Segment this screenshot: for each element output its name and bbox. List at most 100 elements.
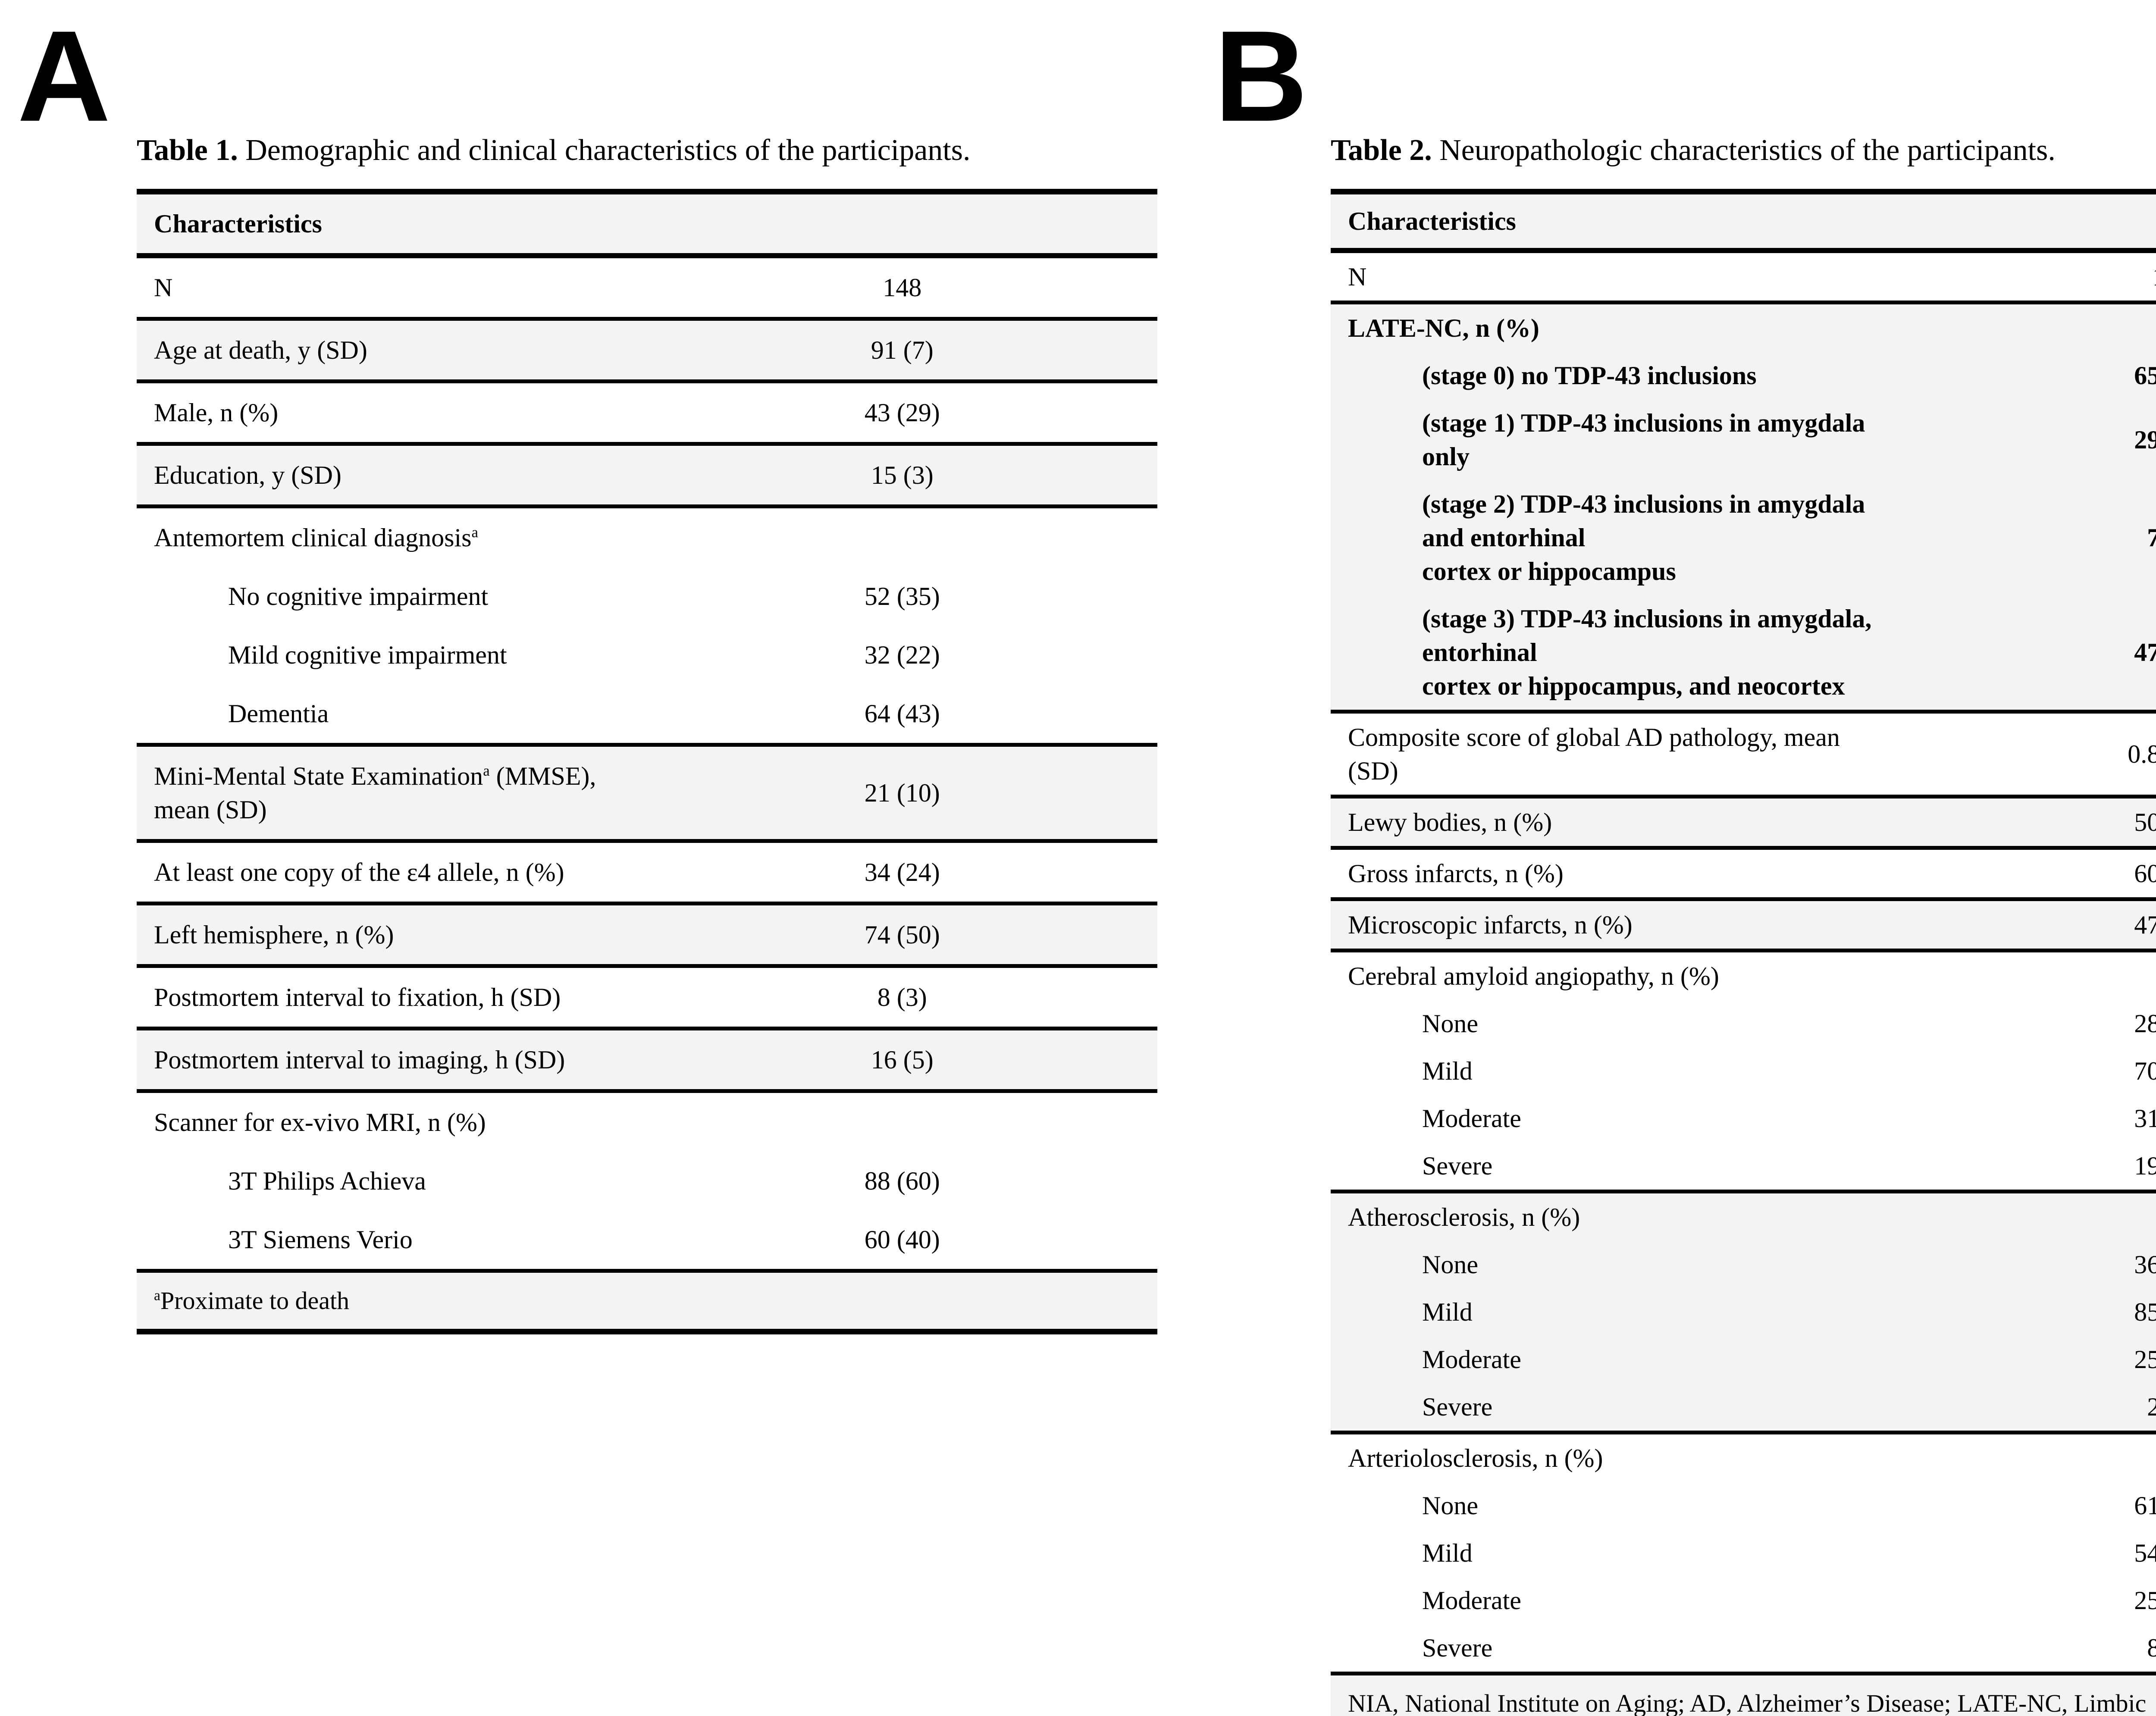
row-value-cell — [1892, 1433, 2156, 1482]
row-value-cell: 88 (60) — [864, 1167, 940, 1196]
row-label-cell: None — [1422, 1250, 1478, 1279]
superscript-marker: a — [483, 762, 490, 780]
table-section: N 148 — [137, 256, 1157, 319]
table-section: Arteriolosclerosis, n (%) None 61 (41) Mild… — [1331, 1432, 2156, 1674]
row-label-cell: Microscopic infarcts, n (%) — [1348, 911, 1633, 939]
table-head: Characteristics — [1331, 191, 2156, 251]
table-row: Antemortem clinical diagnosisa — [137, 507, 1157, 567]
row-label-cell: N — [1348, 263, 1367, 291]
table2-title-text: Neuropathologic characteristics of the p… — [1432, 134, 2056, 167]
table-row: Moderate 25 (17) — [1331, 1336, 2156, 1383]
superscript-marker: a — [154, 1288, 160, 1304]
table-row: None 36 (24) — [1331, 1241, 2156, 1288]
table-row: Cerebral amyloid angiopathy, n (%) — [1331, 951, 2156, 1000]
table-row: Atherosclerosis, n (%) — [1331, 1192, 2156, 1241]
row-value-cell — [647, 1091, 1158, 1152]
table-section: Atherosclerosis, n (%) None 36 (24) Mild 85 … — [1331, 1191, 2156, 1433]
row-value-cell: 16 (5) — [871, 1046, 934, 1074]
table-row: No cognitive impairment 52 (35) — [137, 567, 1157, 626]
table-row: (stage 1) TDP-43 inclusions in amygdala … — [1331, 399, 2156, 480]
row-label-cell: Antemortem clinical diagnosisa — [154, 523, 478, 552]
table2-neuropathologic: Characteristics N 148 LATE-NC, n (%) (stage … — [1331, 189, 2156, 1716]
row-label-cell: LATE-NC, n (%) — [1348, 314, 1539, 343]
row-label-cell: Age at death, y (SD) — [154, 336, 367, 365]
table-head: Characteristics — [137, 191, 1157, 256]
row-value-cell: 74 (50) — [864, 921, 940, 949]
table2-title: Table 2. Neuropathologic characteristics… — [1331, 134, 2156, 167]
table-section: Cerebral amyloid angiopathy, n (%) None 28… — [1331, 950, 2156, 1192]
table-row: 3T Siemens Verio 60 (40) — [137, 1210, 1157, 1271]
row-label-cell: 3T Siemens Verio — [228, 1225, 413, 1254]
table-section: Postmortem interval to imaging, h (SD) 16… — [137, 1028, 1157, 1091]
row-label-cell: At least one copy of the ε4 allele, n (%… — [154, 858, 564, 887]
row-value-cell: 2 (1) — [2147, 1393, 2156, 1422]
table-row: Moderate 25 (17) — [1331, 1577, 2156, 1624]
row-value-cell: 36 (24) — [2134, 1250, 2156, 1279]
table-row: Mini-Mental State Examinationa (MMSE), m… — [137, 745, 1157, 841]
row-value-cell: 25 (17) — [2134, 1586, 2156, 1615]
table-section: Scanner for ex-vivo MRI, n (%) 3T Philips… — [137, 1091, 1157, 1271]
table-row: 3T Philips Achieva 88 (60) — [137, 1152, 1157, 1210]
footnote-text: NIA, National Institute on Aging; AD, Al… — [1348, 1689, 2147, 1716]
row-value-cell: 19 (13) — [2134, 1152, 2156, 1181]
table-section: At least one copy of the ε4 allele, n (%… — [137, 841, 1157, 904]
table-row: Microscopic infarcts, n (%) 47 (32) — [1331, 899, 2156, 951]
superscript-marker: a — [471, 524, 478, 541]
row-value-cell: 47 (32) — [2134, 911, 2156, 939]
footnote-text: aProximate to death — [154, 1287, 350, 1315]
row-label-cell: Postmortem interval to imaging, h (SD) — [154, 1046, 565, 1074]
column-header-characteristics: Characteristics — [1348, 207, 1516, 236]
row-value-cell: 50 (34) — [2134, 808, 2156, 837]
table1-title: Table 1. Demographic and clinical charac… — [137, 134, 1157, 167]
table-row: At least one copy of the ε4 allele, n (%… — [137, 841, 1157, 904]
table-row: Severe 2 (1) — [1331, 1383, 2156, 1433]
table-row: Postmortem interval to fixation, h (SD) 8… — [137, 966, 1157, 1029]
row-label-cell: Lewy bodies, n (%) — [1348, 808, 1552, 837]
table-section: Antemortem clinical diagnosisa No cogniti… — [137, 506, 1157, 745]
table1-demographic-clinical: Characteristics N 148 Age at death, y (SD) 9… — [137, 189, 1157, 1335]
row-label-cell: Mini-Mental State Examinationa (MMSE), m… — [154, 762, 596, 824]
row-label-cell: Scanner for ex-vivo MRI, n (%) — [154, 1108, 486, 1137]
table2-title-number: Table 2. — [1331, 134, 1432, 167]
table-section: Lewy bodies, n (%) 50 (34) — [1331, 796, 2156, 848]
row-label-cell: Left hemisphere, n (%) — [154, 921, 394, 949]
row-value-cell: 34 (24) — [864, 858, 940, 887]
table-row: Mild 54 (37) — [1331, 1529, 2156, 1577]
table-section: Education, y (SD) 15 (3) — [137, 444, 1157, 507]
row-label-cell: Cerebral amyloid angiopathy, n (%) — [1348, 962, 1719, 991]
row-value-cell: 25 (17) — [2134, 1345, 2156, 1374]
table1-title-number: Table 1. — [137, 134, 238, 167]
row-value-cell: 60 (41) — [2134, 859, 2156, 888]
row-value-cell — [1892, 951, 2156, 1000]
row-label-cell: Mild — [1422, 1298, 1473, 1327]
table2-wrapper: Table 2. Neuropathologic characteristics… — [1331, 134, 2156, 1716]
row-value-cell: 47 (32) — [2134, 638, 2156, 667]
row-value-cell: 7 (5) — [2147, 523, 2156, 552]
table-section: LATE-NC, n (%) (stage 0) no TDP-43 inclus… — [1331, 302, 2156, 712]
row-label-cell: No cognitive impairment — [228, 582, 489, 611]
row-value-cell: 28 (19) — [2134, 1009, 2156, 1038]
row-label-cell: None — [1422, 1009, 1478, 1038]
row-value-cell: 29 (19) — [2134, 426, 2156, 454]
table-section: Male, n (%) 43 (29) — [137, 381, 1157, 444]
table-row: Lewy bodies, n (%) 50 (34) — [1331, 797, 2156, 848]
table-row: Mild 85 (58) — [1331, 1288, 2156, 1336]
table-row: N 148 — [137, 256, 1157, 319]
row-label-cell: Composite score of global AD pathology, … — [1348, 723, 1840, 786]
table-row: Education, y (SD) 15 (3) — [137, 444, 1157, 507]
table-row: Severe 19 (13) — [1331, 1142, 2156, 1192]
table-row: Moderate 31 (21) — [1331, 1095, 2156, 1142]
table1-wrapper: Table 1. Demographic and clinical charac… — [137, 134, 1157, 1335]
row-label-cell: Atherosclerosis, n (%) — [1348, 1203, 1580, 1232]
row-value-cell: 148 — [883, 273, 922, 302]
row-label-cell: (stage 3) TDP-43 inclusions in amygdala,… — [1422, 604, 1872, 701]
table-row: None 61 (41) — [1331, 1482, 2156, 1529]
table-row: (stage 2) TDP-43 inclusions in amygdala … — [1331, 480, 2156, 595]
row-label-cell: Dementia — [228, 699, 329, 728]
table-section: Composite score of global AD pathology, … — [1331, 711, 2156, 797]
footnote-row: NIA, National Institute on Aging; AD, Al… — [1331, 1674, 2156, 1716]
row-value-cell: 61 (41) — [2134, 1491, 2156, 1520]
row-label-cell: Postmortem interval to fixation, h (SD) — [154, 983, 561, 1012]
row-value-cell — [1892, 1192, 2156, 1241]
